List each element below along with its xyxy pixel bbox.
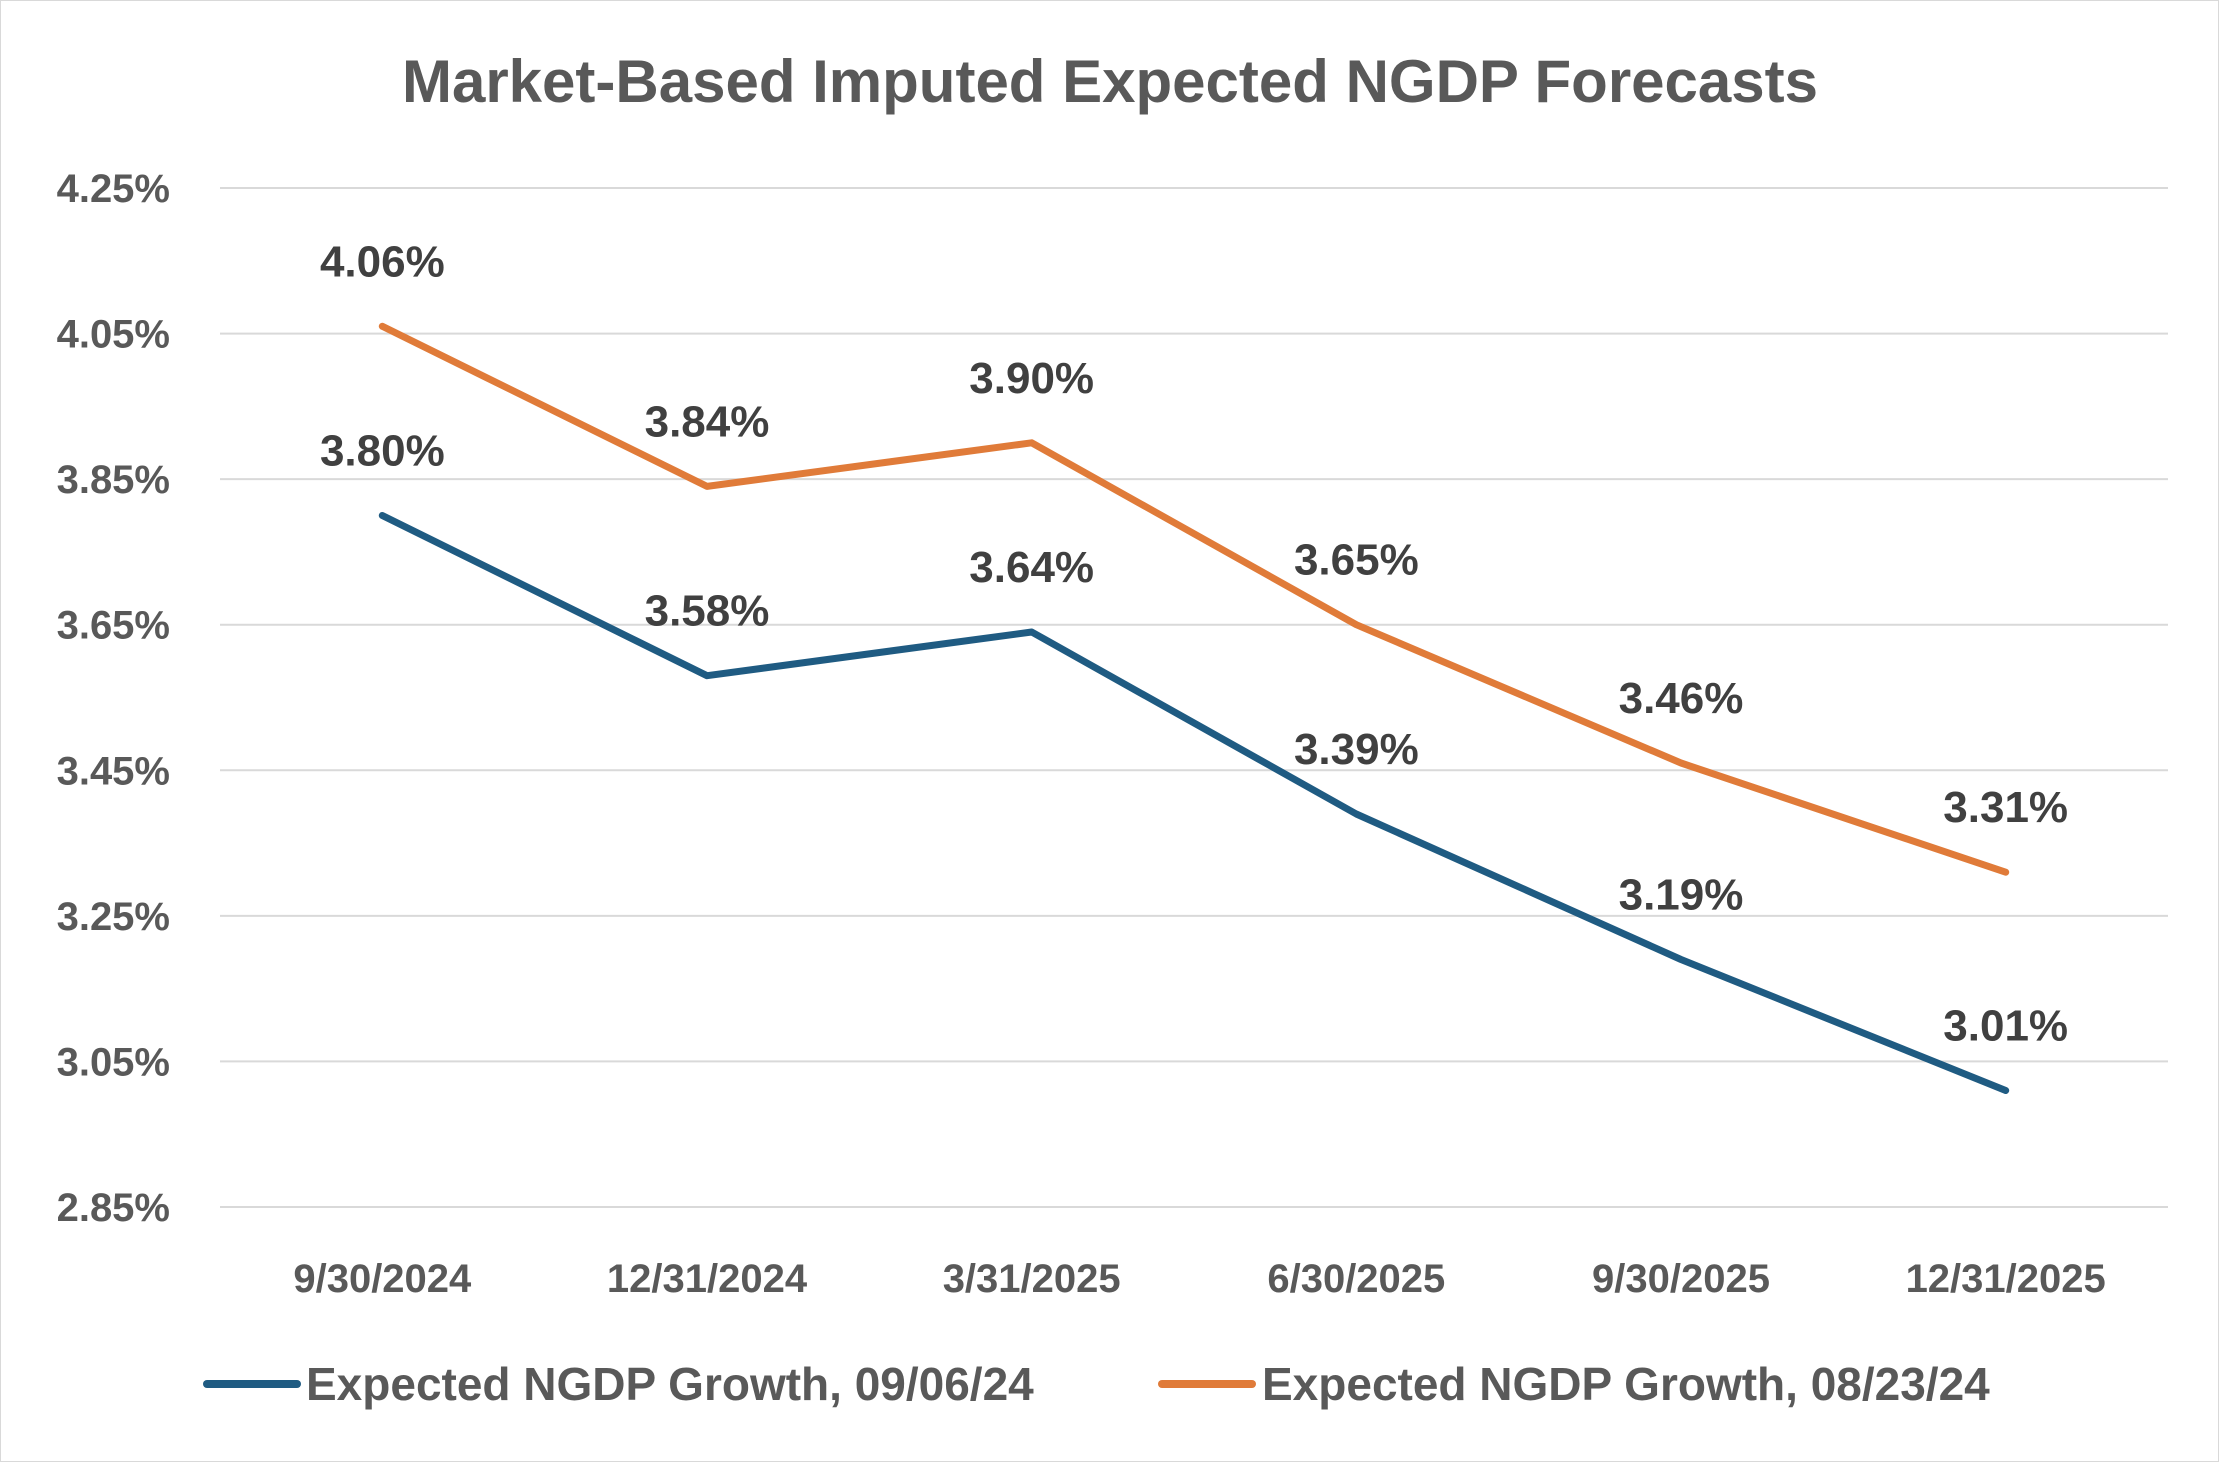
data-label: 3.80% [320,427,445,476]
y-tick-label: 3.05% [57,1040,170,1084]
data-label: 3.19% [1619,871,1744,920]
data-labels: 3.80% 3.58% 3.64% 3.39% 3.19% 3.01% 4.06% 3.84%… [320,237,2068,1050]
data-label: 3.65% [1294,536,1419,585]
y-tick-label: 4.05% [57,313,170,357]
legend: Expected NGDP Growth, 09/06/24 Expected N… [203,1358,1990,1410]
series-group [378,322,2010,1094]
data-label: 3.58% [645,587,770,636]
series-line-2 [378,322,2010,876]
x-tick-label: 9/30/2024 [293,1257,472,1301]
x-tick-label: 12/31/2025 [1906,1257,2106,1301]
y-tick-label: 3.45% [57,749,170,793]
legend-label-1: Expected NGDP Growth, 09/06/24 [306,1358,1034,1410]
data-label: 3.46% [1619,674,1744,723]
y-tick-label: 3.65% [57,604,170,648]
legend-label-2: Expected NGDP Growth, 08/23/24 [1262,1358,1990,1410]
data-label: 3.31% [1943,783,2068,832]
x-tick-label: 3/31/2025 [943,1257,1121,1301]
data-label: 3.39% [1294,725,1419,774]
x-axis: 9/30/2024 12/31/2024 3/31/2025 6/30/2025 9/3… [293,1257,2105,1301]
x-tick-label: 12/31/2024 [607,1257,808,1301]
data-label: 3.64% [969,543,1094,592]
data-label: 3.01% [1943,1002,2068,1051]
data-label: 3.84% [645,397,770,446]
y-tick-label: 2.85% [57,1186,170,1230]
x-tick-label: 9/30/2025 [1592,1257,1770,1301]
gridlines [220,187,2168,1208]
series-line-1 [378,512,2010,1094]
y-tick-label: 3.25% [57,895,170,939]
y-tick-label: 4.25% [57,167,170,211]
x-tick-label: 6/30/2025 [1267,1257,1445,1301]
y-tick-label: 3.85% [57,458,170,502]
chart-title: Market-Based Imputed Expected NGDP Forec… [402,48,1818,115]
data-label: 4.06% [320,237,445,286]
data-label: 3.90% [969,354,1094,403]
y-axis: 2.85% 3.05% 3.25% 3.45% 3.65% 3.85% 4.05% 4.25% [57,167,170,1230]
